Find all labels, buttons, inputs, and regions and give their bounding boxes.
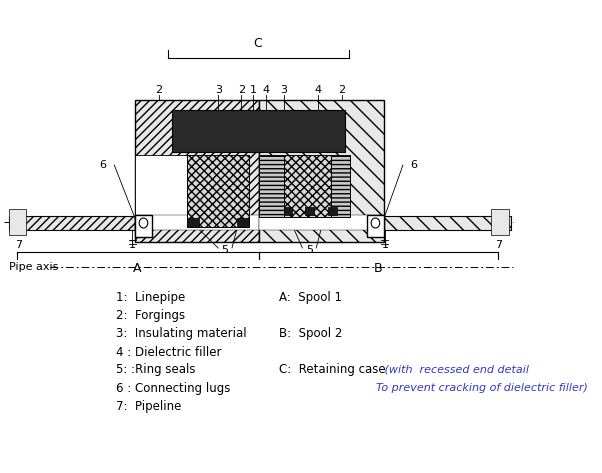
Text: 6: 6 bbox=[411, 160, 418, 170]
Text: C: C bbox=[253, 37, 262, 50]
Bar bbox=[259, 215, 384, 230]
Text: 7:  Pipeline: 7: Pipeline bbox=[116, 400, 181, 412]
Text: 6 : Connecting lugs: 6 : Connecting lugs bbox=[116, 382, 231, 394]
Bar bbox=[384, 216, 511, 230]
Text: 1: 1 bbox=[382, 240, 388, 250]
Polygon shape bbox=[8, 209, 26, 235]
Text: Pipe axis: Pipe axis bbox=[8, 262, 58, 272]
Text: 2: 2 bbox=[338, 85, 346, 95]
Bar bbox=[8, 216, 141, 230]
Bar bbox=[328, 207, 337, 215]
Circle shape bbox=[371, 218, 380, 228]
Text: 5: 5 bbox=[222, 245, 229, 255]
Text: 4 : Dielectric filler: 4 : Dielectric filler bbox=[116, 345, 222, 359]
Bar bbox=[259, 100, 384, 242]
Text: 3:  Insulating material: 3: Insulating material bbox=[116, 327, 247, 341]
Text: 1: 1 bbox=[129, 240, 136, 250]
Text: 1:  Linepipe: 1: Linepipe bbox=[116, 291, 185, 305]
Text: 2:  Forgings: 2: Forgings bbox=[116, 309, 185, 323]
Text: C:  Retaining case: C: Retaining case bbox=[279, 363, 386, 377]
Bar bbox=[305, 207, 314, 215]
Bar bbox=[135, 100, 259, 242]
Text: (with  recessed end detail: (with recessed end detail bbox=[380, 365, 529, 375]
Text: 6: 6 bbox=[99, 160, 107, 170]
Bar bbox=[187, 155, 249, 227]
Text: To prevent cracking of dielectric filler): To prevent cracking of dielectric filler… bbox=[376, 383, 588, 393]
Bar bbox=[284, 155, 330, 217]
Text: 7: 7 bbox=[495, 240, 502, 250]
Text: 4: 4 bbox=[263, 85, 270, 95]
Text: 7: 7 bbox=[15, 240, 22, 250]
Bar bbox=[187, 218, 199, 227]
Text: A:  Spool 1: A: Spool 1 bbox=[279, 291, 342, 305]
Text: B:  Spool 2: B: Spool 2 bbox=[279, 327, 343, 341]
Text: 5: 5 bbox=[306, 245, 313, 255]
Bar bbox=[135, 155, 189, 222]
Bar bbox=[135, 215, 152, 237]
Bar bbox=[367, 215, 384, 237]
Circle shape bbox=[139, 218, 147, 228]
Polygon shape bbox=[491, 209, 509, 235]
Text: 3: 3 bbox=[280, 85, 287, 95]
Text: 3: 3 bbox=[215, 85, 222, 95]
Bar bbox=[284, 207, 292, 215]
Bar bbox=[135, 215, 259, 230]
Text: B: B bbox=[374, 262, 382, 275]
Text: 2: 2 bbox=[155, 85, 163, 95]
Bar bbox=[237, 218, 249, 227]
Text: 2: 2 bbox=[238, 85, 245, 95]
Text: 5: :Ring seals: 5: :Ring seals bbox=[116, 363, 196, 377]
Text: 1: 1 bbox=[250, 85, 257, 95]
Text: A: A bbox=[133, 262, 141, 275]
Bar bbox=[172, 110, 346, 152]
Text: 4: 4 bbox=[314, 85, 321, 95]
Bar bbox=[259, 155, 350, 217]
